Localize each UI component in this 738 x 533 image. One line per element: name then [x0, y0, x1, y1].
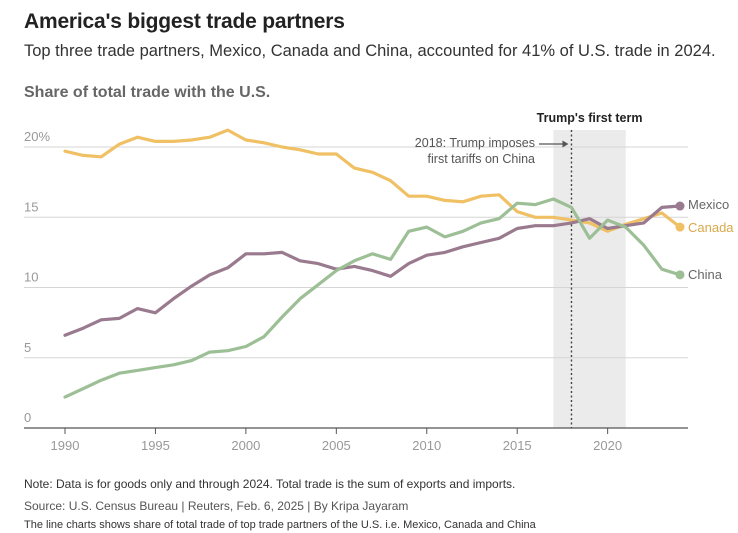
trump-term-band [553, 130, 626, 428]
x-tick-label-2000: 2000 [231, 438, 260, 453]
axis-layer: 1990 1995 2000 2005 2010 2015 2020 [24, 427, 688, 453]
x-tick-label-2010: 2010 [412, 438, 441, 453]
series-label-mexico: Mexico [688, 197, 729, 212]
x-tick-label-2020: 2020 [593, 438, 622, 453]
trump-term-label: Trump's first term [537, 111, 643, 125]
tariff-annotation-line-1: 2018: Trump imposes [415, 136, 535, 150]
chart-note: Note: Data is for goods only and through… [24, 477, 516, 491]
y-tick-label-20: 20% [24, 129, 50, 144]
chart-source: Source: U.S. Census Bureau | Reuters, Fe… [24, 499, 409, 513]
page-title: America's biggest trade partners [24, 10, 345, 33]
series-end-dot-china [675, 270, 685, 280]
y-tick-label-5: 5 [24, 340, 31, 355]
x-tick-label-1990: 1990 [51, 438, 80, 453]
x-tick-label-1995: 1995 [141, 438, 170, 453]
series-end-dot-mexico [675, 201, 685, 211]
series-line-china [63, 197, 682, 399]
series-end-dot-canada [675, 222, 685, 232]
annotation-layer: 2018: Trump imposes first tariffs on Chin… [415, 130, 573, 428]
series-layer: Canada Mexico China [63, 128, 734, 399]
chart-description: The line charts shows share of total tra… [24, 519, 536, 531]
highlight-band-layer: Trump's first term [537, 111, 643, 428]
y-tick-label-10: 10 [24, 270, 38, 285]
series-label-china: China [688, 267, 723, 282]
chart-section-title: Share of total trade with the U.S. [24, 84, 271, 101]
y-tick-label-0: 0 [24, 410, 31, 425]
annotation-arrow-head [562, 140, 569, 148]
series-label-canada: Canada [688, 220, 734, 235]
series-line-mexico [63, 204, 682, 337]
page-subtitle: Top three trade partners, Mexico, Canada… [24, 42, 716, 60]
x-tick-label-2015: 2015 [503, 438, 532, 453]
x-tick-label-2005: 2005 [322, 438, 351, 453]
y-tick-label-15: 15 [24, 199, 38, 214]
tariff-annotation-line-2: first tariffs on China [428, 152, 536, 166]
